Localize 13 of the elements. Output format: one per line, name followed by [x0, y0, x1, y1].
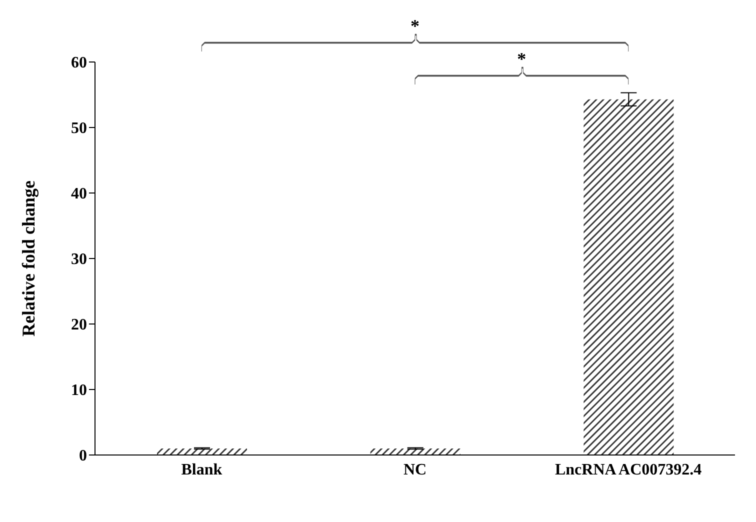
y-axis-title: Relative fold change	[18, 180, 38, 336]
y-tick-label: 40	[71, 186, 87, 203]
text: *	[410, 16, 420, 36]
y-tick-label: 60	[71, 54, 87, 72]
x-tick-label: Blank	[181, 461, 222, 478]
y-tick-label: 30	[71, 251, 87, 268]
x-tick-label: LncRNA AC007392.4	[554, 461, 702, 478]
y-tick-label: 20	[71, 316, 87, 334]
x-tick-label: NC	[403, 461, 427, 478]
y-tick-label: 50	[71, 120, 87, 138]
y-tick-label: 10	[71, 382, 87, 400]
y-tick-label: 0	[79, 448, 87, 465]
annotation: *	[517, 49, 526, 69]
